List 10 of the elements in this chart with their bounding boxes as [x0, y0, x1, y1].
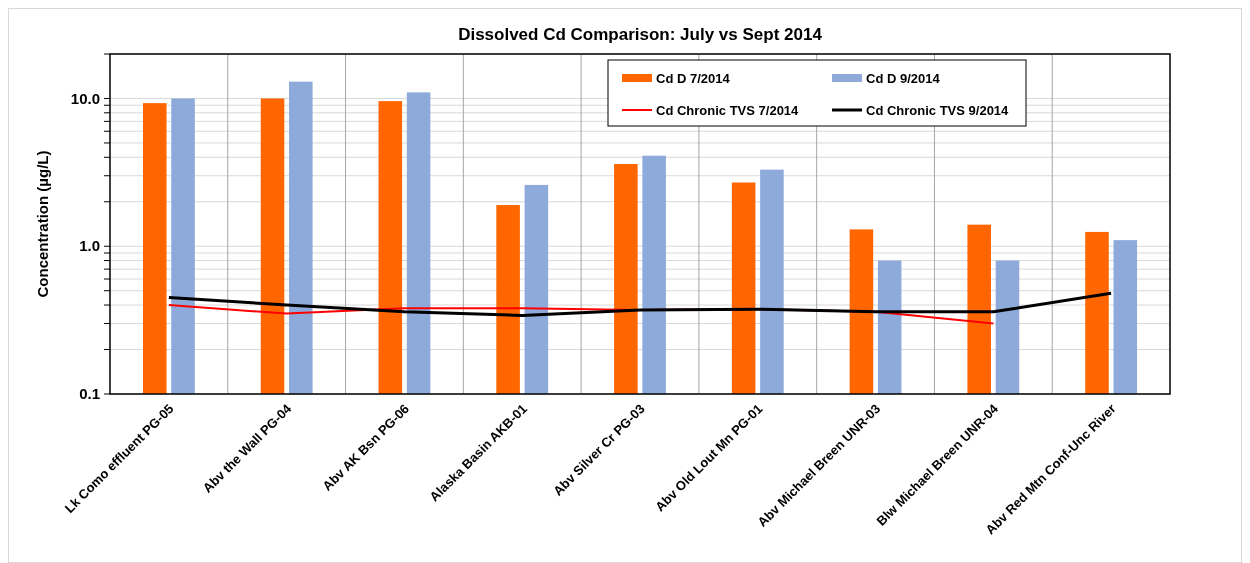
- legend-label: Cd Chronic TVS 9/2014: [866, 102, 1010, 118]
- legend-label: Cd D 7/2014: [656, 70, 731, 86]
- y-tick-label: 1.0: [79, 237, 100, 255]
- legend-label: Cd D 9/2014: [866, 70, 941, 86]
- y-axis-title: Concentration (µg/L): [34, 150, 51, 298]
- y-tick-label: 10.0: [70, 89, 100, 107]
- chart-title: Dissolved Cd Comparison: July vs Sept 2014: [458, 25, 823, 44]
- legend-label: Cd Chronic TVS 7/2014: [656, 102, 800, 118]
- line-series: [167, 291, 1113, 317]
- y-tick-label: 0.1: [79, 385, 100, 403]
